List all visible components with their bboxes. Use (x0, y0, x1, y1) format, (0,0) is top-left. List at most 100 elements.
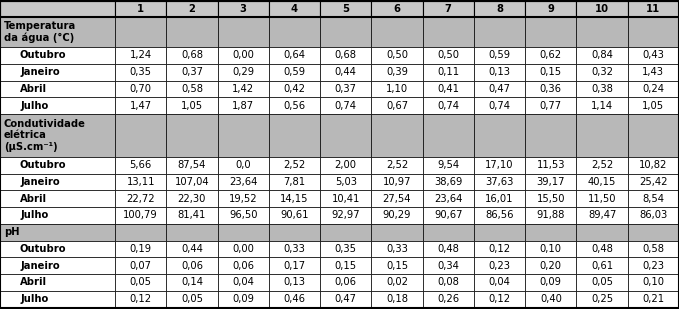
Text: 0,08: 0,08 (437, 277, 459, 287)
Text: 22,72: 22,72 (126, 194, 155, 204)
Text: 0,59: 0,59 (283, 67, 306, 77)
Bar (115, 291, 166, 307)
Bar (320, 1, 371, 17)
Bar (217, 174, 269, 190)
Bar (474, 291, 525, 307)
Bar (576, 174, 627, 190)
Bar (474, 97, 525, 114)
Text: Abril: Abril (20, 84, 47, 94)
Text: 0,04: 0,04 (232, 277, 254, 287)
Bar (269, 17, 320, 47)
Bar (525, 174, 576, 190)
Text: 10,41: 10,41 (331, 194, 360, 204)
Bar (115, 157, 166, 174)
Text: 0,32: 0,32 (591, 67, 613, 77)
Bar (474, 174, 525, 190)
Text: 0,40: 0,40 (540, 294, 562, 304)
Text: 0,33: 0,33 (386, 244, 408, 254)
Bar (0, 257, 115, 274)
Bar (0, 17, 115, 47)
Bar (166, 1, 217, 17)
Text: 11,53: 11,53 (536, 160, 565, 170)
Text: 0,18: 0,18 (386, 294, 408, 304)
Text: 5,03: 5,03 (335, 177, 356, 187)
Bar (269, 257, 320, 274)
Text: 40,15: 40,15 (588, 177, 617, 187)
Bar (422, 64, 474, 81)
Text: 1,43: 1,43 (642, 67, 664, 77)
Text: 10,97: 10,97 (383, 177, 411, 187)
Bar (269, 174, 320, 190)
Text: 0,74: 0,74 (489, 101, 511, 111)
Bar (525, 114, 576, 157)
Text: 2,52: 2,52 (591, 160, 613, 170)
Text: 0,04: 0,04 (489, 277, 511, 287)
Text: 0,35: 0,35 (335, 244, 356, 254)
Bar (115, 240, 166, 257)
Text: 0,48: 0,48 (591, 244, 613, 254)
Bar (320, 17, 371, 47)
Text: 90,67: 90,67 (434, 210, 462, 220)
Bar (627, 224, 679, 240)
Bar (0, 97, 115, 114)
Text: 0,37: 0,37 (335, 84, 356, 94)
Bar (525, 1, 576, 17)
Bar (576, 64, 627, 81)
Bar (474, 190, 525, 207)
Text: 6: 6 (394, 4, 401, 14)
Text: 39,17: 39,17 (536, 177, 565, 187)
Text: 9,54: 9,54 (437, 160, 459, 170)
Text: 0,10: 0,10 (540, 244, 562, 254)
Bar (115, 274, 166, 291)
Bar (0, 64, 115, 81)
Text: 0,11: 0,11 (437, 67, 459, 77)
Bar (422, 47, 474, 64)
Text: 2,52: 2,52 (386, 160, 408, 170)
Text: Abril: Abril (20, 194, 47, 204)
Bar (576, 207, 627, 224)
Bar (474, 17, 525, 47)
Bar (0, 174, 115, 190)
Bar (217, 114, 269, 157)
Bar (422, 174, 474, 190)
Bar (576, 97, 627, 114)
Text: 0,06: 0,06 (335, 277, 356, 287)
Bar (576, 274, 627, 291)
Text: 0,47: 0,47 (335, 294, 356, 304)
Text: 1,87: 1,87 (232, 101, 254, 111)
Bar (166, 17, 217, 47)
Text: 8: 8 (496, 4, 503, 14)
Bar (474, 257, 525, 274)
Text: 2: 2 (189, 4, 196, 14)
Text: Outubro: Outubro (20, 160, 67, 170)
Bar (217, 190, 269, 207)
Bar (166, 207, 217, 224)
Bar (627, 190, 679, 207)
Bar (371, 274, 422, 291)
Bar (320, 291, 371, 307)
Text: 9: 9 (547, 4, 554, 14)
Text: 0,58: 0,58 (642, 244, 664, 254)
Bar (525, 274, 576, 291)
Text: 0,15: 0,15 (335, 260, 356, 271)
Bar (115, 1, 166, 17)
Text: 0,41: 0,41 (437, 84, 459, 94)
Text: 0,12: 0,12 (130, 294, 151, 304)
Text: 0,39: 0,39 (386, 67, 408, 77)
Text: 4: 4 (291, 4, 298, 14)
Text: 15,50: 15,50 (536, 194, 565, 204)
Bar (371, 240, 422, 257)
Text: 7: 7 (445, 4, 452, 14)
Text: Abril: Abril (20, 277, 47, 287)
Text: 0,50: 0,50 (386, 50, 408, 60)
Text: 0,15: 0,15 (540, 67, 562, 77)
Bar (422, 17, 474, 47)
Bar (525, 257, 576, 274)
Bar (320, 47, 371, 64)
Text: 11: 11 (646, 4, 661, 14)
Bar (474, 114, 525, 157)
Text: 0,74: 0,74 (437, 101, 459, 111)
Bar (269, 240, 320, 257)
Bar (166, 174, 217, 190)
Text: 0,62: 0,62 (540, 50, 562, 60)
